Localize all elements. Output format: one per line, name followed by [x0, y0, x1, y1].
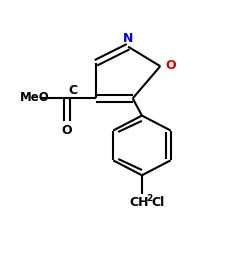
- Text: C: C: [69, 84, 78, 97]
- Text: O: O: [61, 124, 72, 137]
- Text: MeO: MeO: [20, 91, 50, 104]
- Text: CH: CH: [129, 196, 149, 209]
- Text: Cl: Cl: [152, 196, 165, 209]
- Text: O: O: [165, 59, 176, 72]
- Text: 2: 2: [146, 194, 153, 203]
- Text: N: N: [123, 32, 133, 45]
